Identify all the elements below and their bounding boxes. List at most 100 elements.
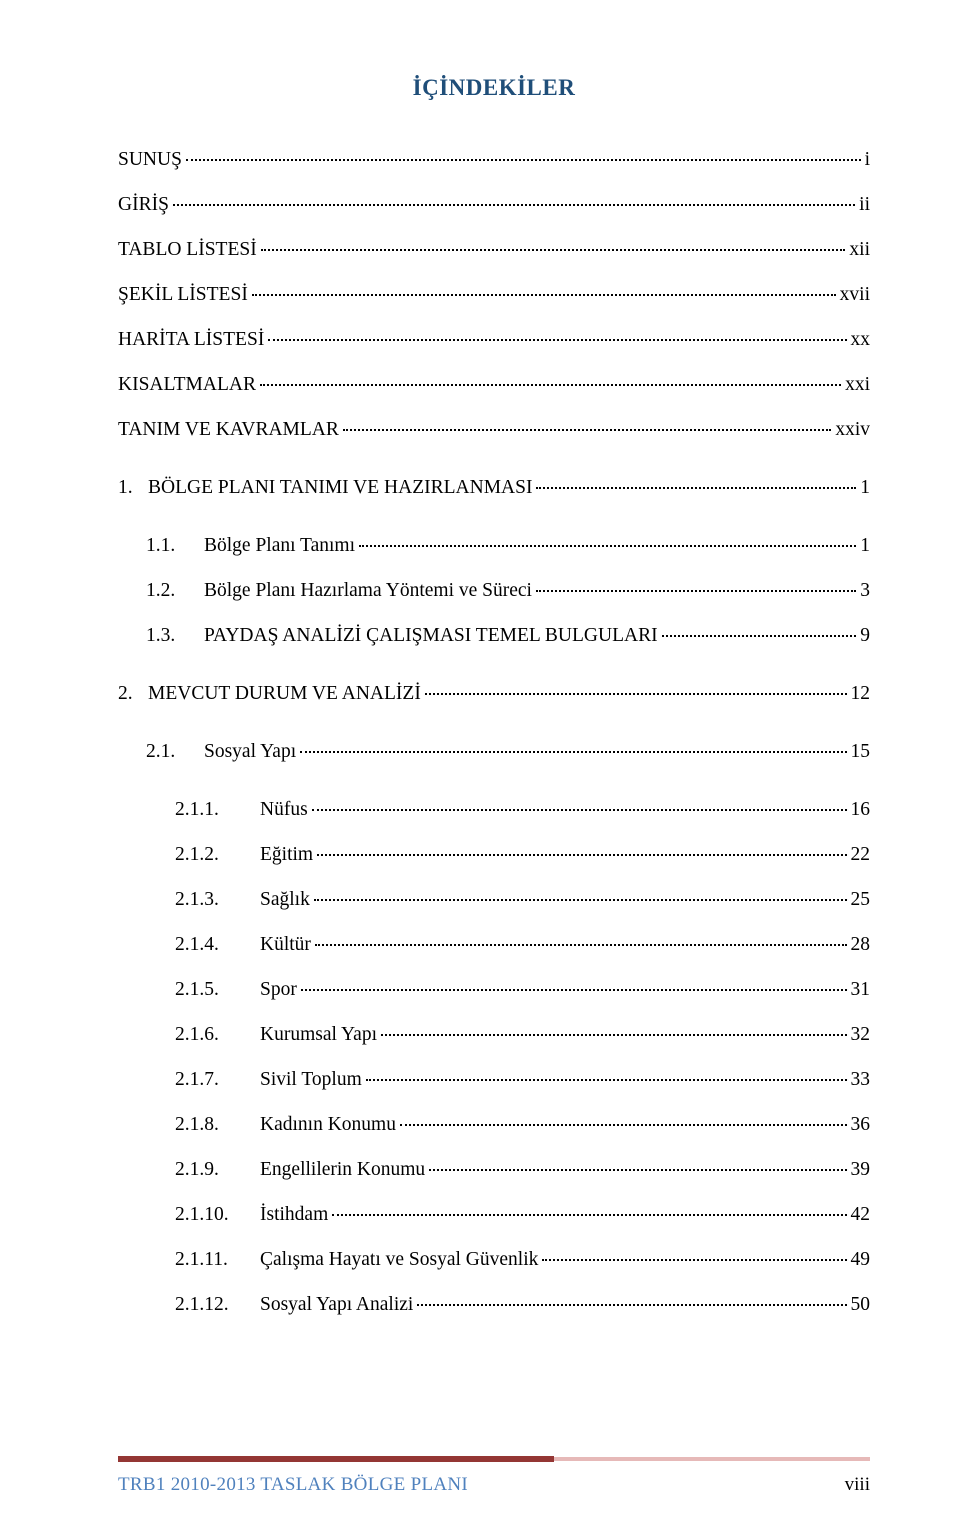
toc-leader-dots bbox=[317, 854, 846, 856]
toc-entry-text: Çalışma Hayatı ve Sosyal Güvenlik bbox=[260, 1249, 538, 1270]
toc-entry-page: ii bbox=[859, 194, 870, 216]
toc-entry-page: 1 bbox=[860, 477, 870, 499]
toc-leader-dots bbox=[186, 159, 861, 161]
toc-entry: 2.MEVCUT DURUM VE ANALİZİ 12 bbox=[118, 683, 870, 705]
toc-entry: TANIM VE KAVRAMLAR xxiv bbox=[118, 419, 870, 441]
toc-entry-text: GİRİŞ bbox=[118, 194, 169, 215]
toc-entry: 1.BÖLGE PLANI TANIMI VE HAZIRLANMASI 1 bbox=[118, 477, 870, 499]
toc-entry-label: KISALTMALAR bbox=[118, 374, 256, 396]
toc-entry: 1.2.Bölge Planı Hazırlama Yöntemi ve Sür… bbox=[118, 580, 870, 602]
toc-entry: KISALTMALAR xxi bbox=[118, 374, 870, 396]
toc-entry-text: PAYDAŞ ANALİZİ ÇALIŞMASI TEMEL BULGULARI bbox=[204, 625, 658, 646]
toc-entry-number: 2.1.4. bbox=[175, 934, 260, 956]
toc-leader-dots bbox=[315, 944, 847, 946]
toc-leader-dots bbox=[542, 1259, 846, 1261]
toc-entry-text: İstihdam bbox=[260, 1204, 328, 1225]
toc-entry: 2.1.5.Spor 31 bbox=[118, 979, 870, 1001]
toc-entry-text: HARİTA LİSTESİ bbox=[118, 329, 264, 350]
toc-entry-page: xxi bbox=[845, 374, 870, 396]
toc-entry-label: 2.1.3.Sağlık bbox=[118, 889, 310, 911]
toc-entry: 2.1.7.Sivil Toplum 33 bbox=[118, 1069, 870, 1091]
toc-entry-number: 1.1. bbox=[146, 535, 204, 557]
toc-entry-text: Nüfus bbox=[260, 799, 308, 820]
toc-entry: 1.3.PAYDAŞ ANALİZİ ÇALIŞMASI TEMEL BULGU… bbox=[118, 625, 870, 647]
table-of-contents: SUNUŞ iGİRİŞ iiTABLO LİSTESİ xiiŞEKİL Lİ… bbox=[118, 149, 870, 1316]
toc-entry-label: SUNUŞ bbox=[118, 149, 182, 171]
toc-leader-dots bbox=[314, 899, 847, 901]
toc-leader-dots bbox=[173, 204, 855, 206]
toc-entry-number: 2.1.3. bbox=[175, 889, 260, 911]
toc-leader-dots bbox=[252, 294, 836, 296]
toc-leader-dots bbox=[662, 635, 857, 637]
toc-entry: 2.1.6.Kurumsal Yapı 32 bbox=[118, 1024, 870, 1046]
toc-entry-number: 2.1.11. bbox=[175, 1249, 260, 1271]
footer: TRB1 2010-2013 TASLAK BÖLGE PLANI viii bbox=[118, 1474, 870, 1496]
toc-entry-text: Bölge Planı Hazırlama Yöntemi ve Süreci bbox=[204, 580, 532, 601]
toc-entry-page: 16 bbox=[851, 799, 871, 821]
toc-entry-number: 1. bbox=[118, 477, 148, 499]
toc-entry-label: 2.1.Sosyal Yapı bbox=[118, 741, 296, 763]
toc-entry-number: 1.3. bbox=[146, 625, 204, 647]
toc-entry-number: 2.1.5. bbox=[175, 979, 260, 1001]
toc-leader-dots bbox=[536, 487, 856, 489]
toc-entry-page: xii bbox=[849, 239, 870, 261]
toc-leader-dots bbox=[301, 989, 847, 991]
toc-entry-text: KISALTMALAR bbox=[118, 374, 256, 395]
toc-entry-page: 15 bbox=[851, 741, 871, 763]
toc-leader-dots bbox=[332, 1214, 846, 1216]
toc-entry-text: SUNUŞ bbox=[118, 149, 182, 170]
toc-entry-label: 1.2.Bölge Planı Hazırlama Yöntemi ve Sür… bbox=[118, 580, 532, 602]
toc-entry-label: TABLO LİSTESİ bbox=[118, 239, 257, 261]
toc-entry-label: 1.BÖLGE PLANI TANIMI VE HAZIRLANMASI bbox=[118, 477, 532, 499]
toc-entry-label: 2.1.9.Engellilerin Konumu bbox=[118, 1159, 425, 1181]
toc-entry-text: Sosyal Yapı bbox=[204, 741, 296, 762]
toc-entry-text: TANIM VE KAVRAMLAR bbox=[118, 419, 339, 440]
toc-leader-dots bbox=[425, 693, 847, 695]
toc-entry-label: 2.1.12.Sosyal Yapı Analizi bbox=[118, 1294, 413, 1316]
toc-leader-dots bbox=[300, 751, 846, 753]
toc-entry-page: 31 bbox=[851, 979, 871, 1001]
toc-entry-page: 42 bbox=[851, 1204, 871, 1226]
toc-entry-text: BÖLGE PLANI TANIMI VE HAZIRLANMASI bbox=[148, 477, 532, 498]
toc-leader-dots bbox=[366, 1079, 847, 1081]
toc-entry: 1.1.Bölge Planı Tanımı 1 bbox=[118, 535, 870, 557]
toc-leader-dots bbox=[268, 339, 846, 341]
toc-entry: ŞEKİL LİSTESİ xvii bbox=[118, 284, 870, 306]
toc-entry: 2.1.Sosyal Yapı 15 bbox=[118, 741, 870, 763]
toc-leader-dots bbox=[312, 809, 847, 811]
toc-entry-page: xvii bbox=[840, 284, 870, 306]
toc-entry-text: Eğitim bbox=[260, 844, 313, 865]
toc-entry-page: 25 bbox=[851, 889, 871, 911]
toc-entry-page: 50 bbox=[851, 1294, 871, 1316]
footer-divider bbox=[118, 1456, 870, 1462]
toc-entry-label: 2.1.2.Eğitim bbox=[118, 844, 313, 866]
toc-entry-page: 12 bbox=[851, 683, 871, 705]
toc-entry-number: 2.1.10. bbox=[175, 1204, 260, 1226]
toc-entry: 2.1.3.Sağlık 25 bbox=[118, 889, 870, 911]
toc-entry: 2.1.1.Nüfus 16 bbox=[118, 799, 870, 821]
toc-leader-dots bbox=[359, 545, 856, 547]
toc-leader-dots bbox=[417, 1304, 846, 1306]
toc-entry-label: HARİTA LİSTESİ bbox=[118, 329, 264, 351]
toc-entry-number: 2.1.7. bbox=[175, 1069, 260, 1091]
toc-entry-text: Sağlık bbox=[260, 889, 310, 910]
toc-entry: 2.1.12.Sosyal Yapı Analizi 50 bbox=[118, 1294, 870, 1316]
toc-entry-text: TABLO LİSTESİ bbox=[118, 239, 257, 260]
toc-entry: 2.1.10.İstihdam 42 bbox=[118, 1204, 870, 1226]
toc-entry-number: 1.2. bbox=[146, 580, 204, 602]
toc-entry-number: 2.1.8. bbox=[175, 1114, 260, 1136]
toc-leader-dots bbox=[343, 429, 831, 431]
toc-entry-label: TANIM VE KAVRAMLAR bbox=[118, 419, 339, 441]
toc-leader-dots bbox=[429, 1169, 846, 1171]
toc-entry-page: xx bbox=[851, 329, 871, 351]
toc-leader-dots bbox=[261, 249, 846, 251]
toc-entry-label: 1.1.Bölge Planı Tanımı bbox=[118, 535, 355, 557]
toc-leader-dots bbox=[536, 590, 856, 592]
toc-entry: 2.1.9.Engellilerin Konumu 39 bbox=[118, 1159, 870, 1181]
toc-entry-label: 2.1.4.Kültür bbox=[118, 934, 311, 956]
toc-entry-text: Spor bbox=[260, 979, 297, 1000]
toc-entry-page: 39 bbox=[851, 1159, 871, 1181]
toc-entry-number: 2.1.12. bbox=[175, 1294, 260, 1316]
toc-entry-label: 2.1.8.Kadının Konumu bbox=[118, 1114, 396, 1136]
toc-entry-page: xxiv bbox=[835, 419, 870, 441]
